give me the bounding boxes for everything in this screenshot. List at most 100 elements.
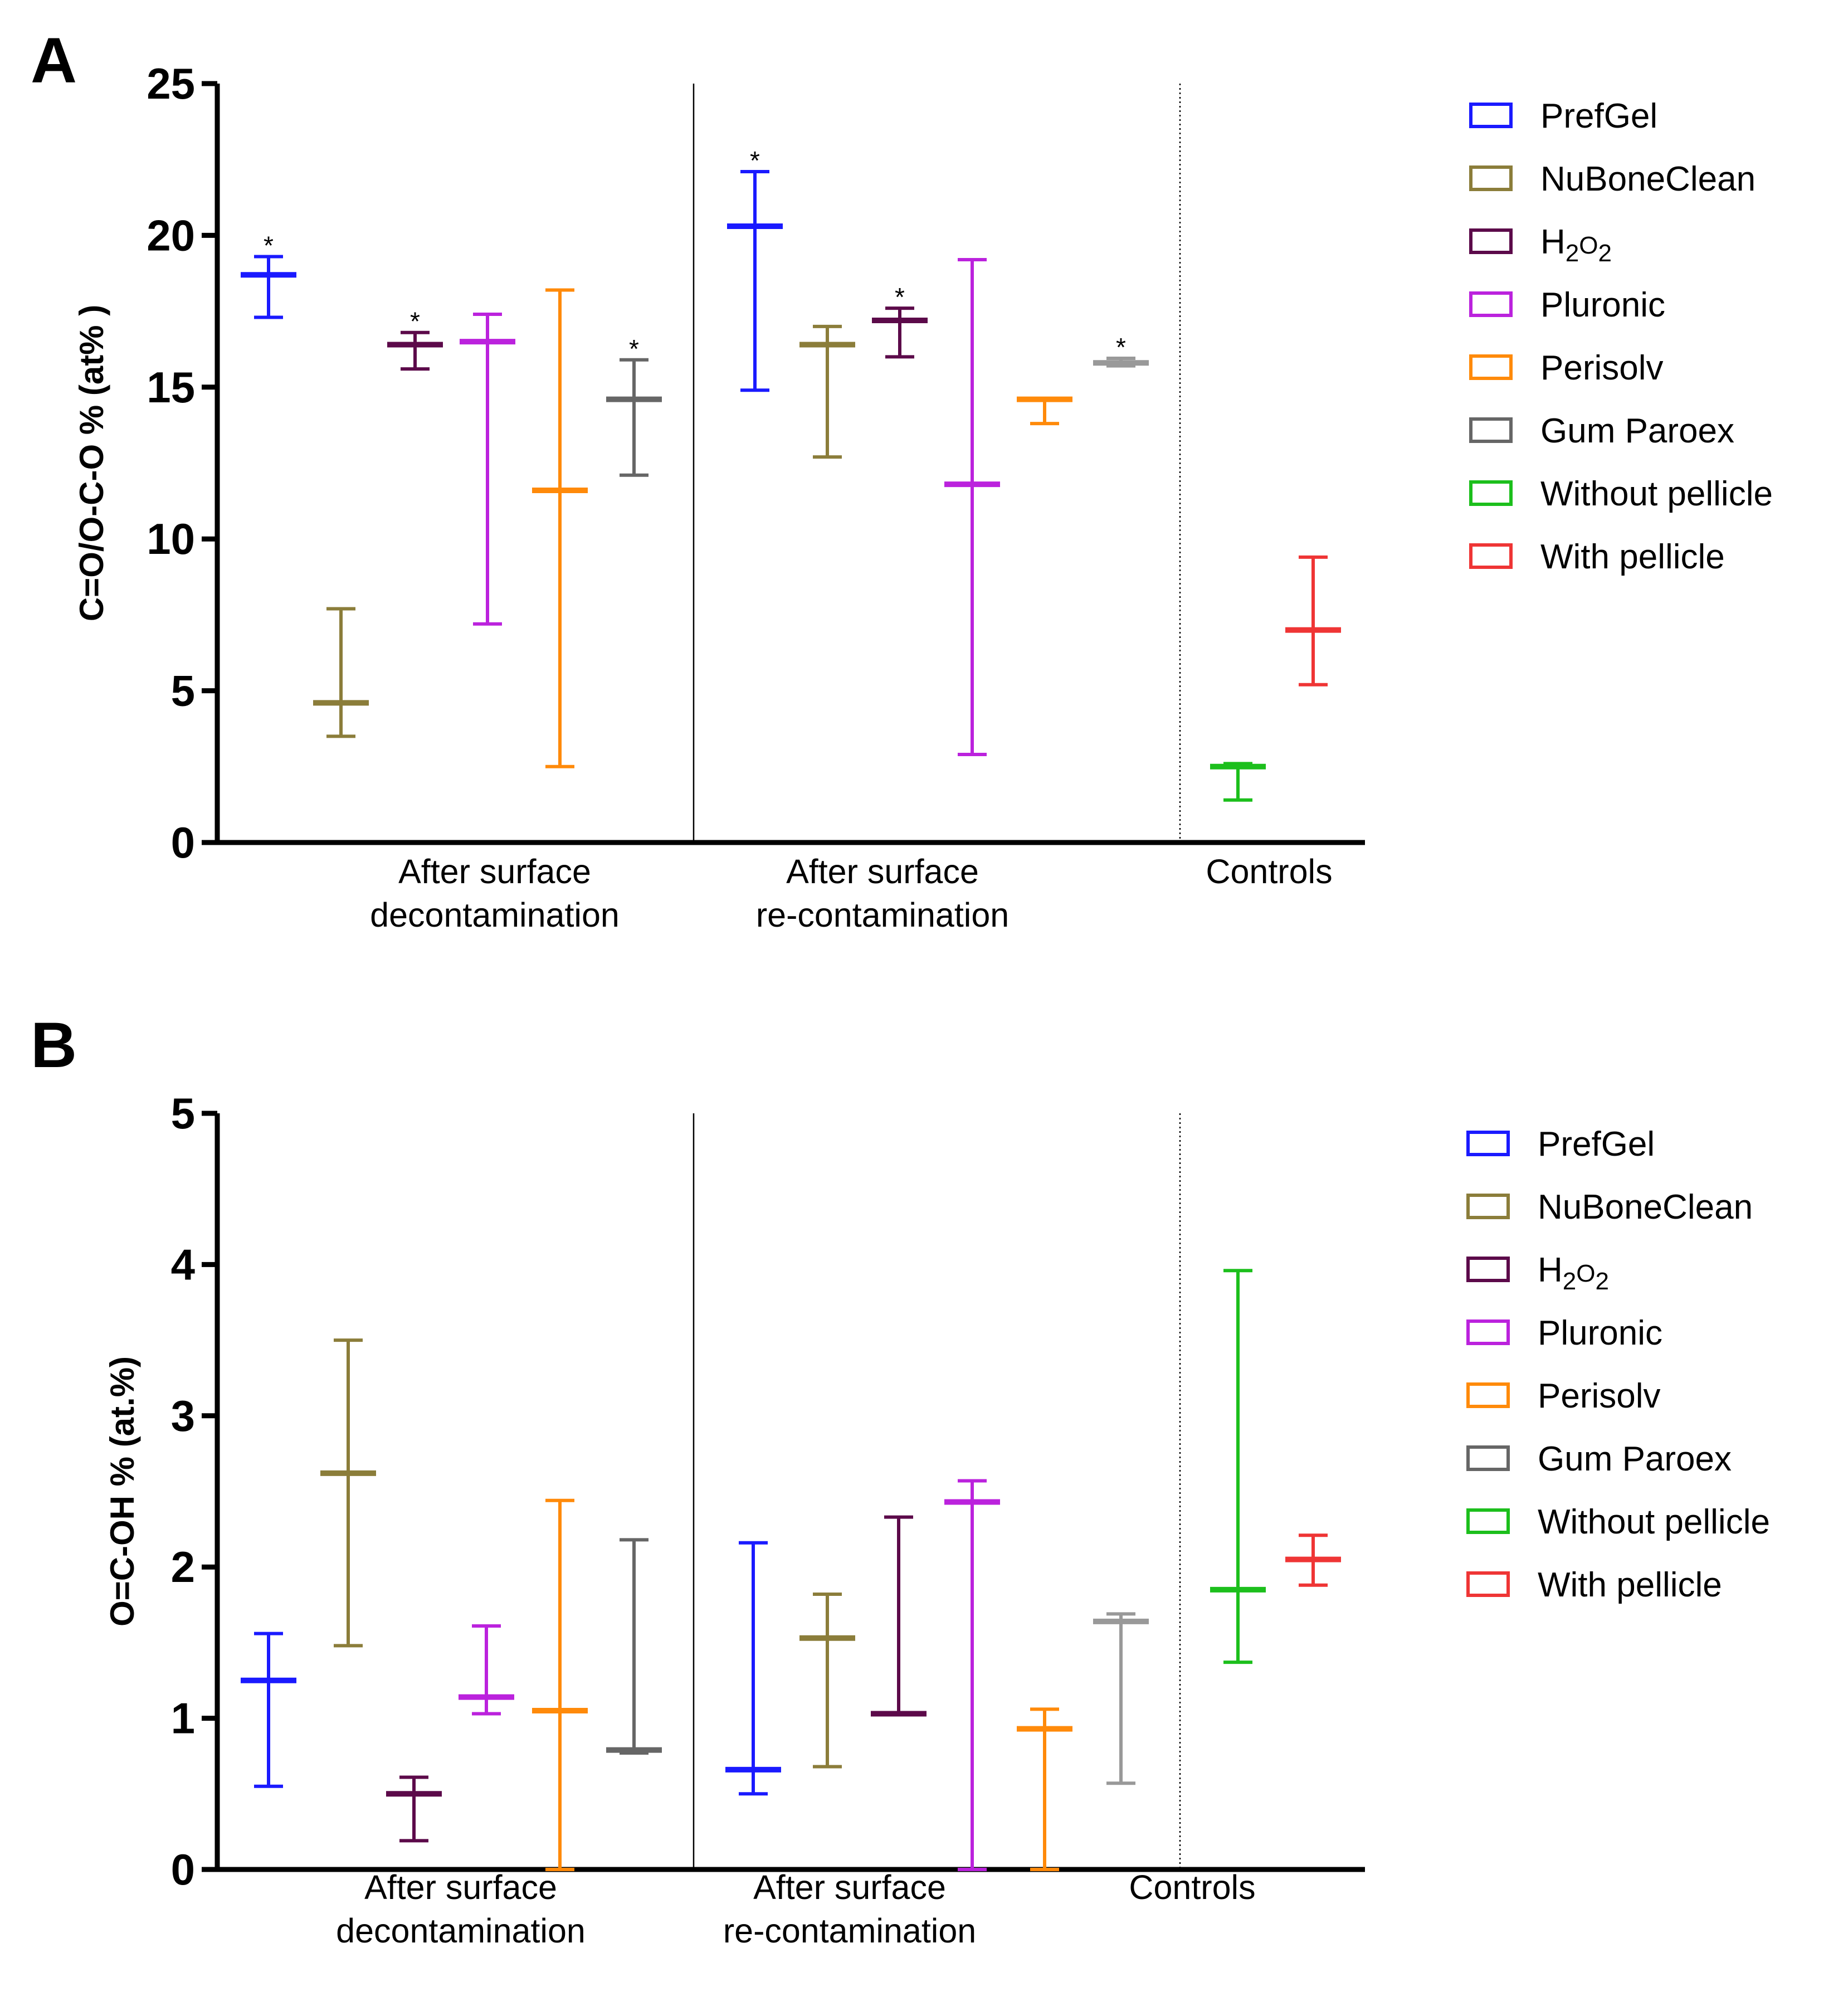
- errorbar-point: [606, 1538, 662, 1755]
- legend-swatch: [1469, 417, 1513, 443]
- significance-star: *: [895, 283, 905, 311]
- legend-swatch: [1469, 291, 1513, 317]
- y-tick-label: 4: [171, 1240, 195, 1289]
- errorbar-point: [532, 1498, 588, 1871]
- y-tick-label: 2: [171, 1542, 195, 1591]
- errorbar-point: [1210, 1269, 1266, 1664]
- errorbar-point: [1285, 1533, 1341, 1587]
- panel-letter: A: [31, 25, 77, 96]
- y-tick-label: 25: [147, 59, 195, 108]
- legend-item: Pluronic: [1469, 286, 1665, 324]
- group-label: Controls: [1206, 853, 1332, 890]
- legend-swatch: [1466, 1508, 1510, 1534]
- errorbar-point: [532, 288, 588, 768]
- group-label: After surface: [753, 1868, 946, 1906]
- legend-item: Without pellicle: [1469, 475, 1773, 513]
- errorbar-point: [871, 1515, 927, 1717]
- errorbar-point: *: [241, 231, 296, 319]
- legend-item: Perisolv: [1469, 349, 1664, 387]
- errorbar-point: [460, 313, 515, 626]
- group-label: Controls: [1129, 1868, 1255, 1906]
- group-label: decontamination: [336, 1912, 586, 1950]
- legend-item: PrefGel: [1469, 97, 1657, 135]
- legend-swatch: [1466, 1571, 1510, 1597]
- y-tick-label: 1: [171, 1694, 195, 1743]
- legend-item: With pellicle: [1469, 538, 1725, 576]
- legend-swatch: [1466, 1445, 1510, 1471]
- errorbar-point: [313, 607, 369, 738]
- legend-swatch: [1469, 165, 1513, 191]
- group-label: decontamination: [370, 896, 620, 934]
- y-tick-label: 3: [171, 1391, 195, 1440]
- panel-A: A 0 5 10 15 20 25 C=O/O-C-O % (at% ) After surfa…: [31, 25, 1773, 934]
- legend-label: NuBoneClean: [1540, 160, 1756, 198]
- legend-label: H2O2: [1540, 223, 1612, 267]
- errorbar-point: [241, 1632, 296, 1788]
- panel-B: B 0 1 2 3 4 5 O=C-OH % (at.%) After surface decon…: [31, 1010, 1770, 1950]
- legend-label: Perisolv: [1540, 349, 1664, 387]
- legend-item: H2O2: [1469, 223, 1612, 267]
- legend-item: Pluronic: [1466, 1314, 1662, 1352]
- y-tick-label: 10: [147, 514, 195, 563]
- legend-label: Without pellicle: [1538, 1503, 1770, 1541]
- legend-label: With pellicle: [1540, 538, 1725, 576]
- significance-star: *: [264, 231, 274, 260]
- legend-label: H2O2: [1538, 1251, 1609, 1295]
- errorbar-point: [1210, 762, 1266, 802]
- group-label: After surface: [398, 853, 591, 890]
- panel-letter: B: [31, 1010, 77, 1081]
- y-axis-label: C=O/O-C-O % (at% ): [73, 305, 110, 621]
- errorbar-point: [725, 1541, 781, 1796]
- legend-label: PrefGel: [1540, 97, 1657, 135]
- errorbar-point: [1285, 555, 1341, 686]
- group-label: After surface: [786, 853, 979, 890]
- errorbar-point: *: [1093, 333, 1149, 368]
- legend-label: Without pellicle: [1540, 475, 1773, 513]
- legend-swatch: [1469, 543, 1513, 569]
- legend-label: PrefGel: [1538, 1125, 1655, 1163]
- errorbar-point: [320, 1338, 376, 1648]
- legend-swatch: [1469, 480, 1513, 506]
- errorbar-point: [459, 1624, 514, 1716]
- errorbar-point: [1093, 1612, 1149, 1785]
- legend-item: Perisolv: [1466, 1377, 1661, 1415]
- legend-swatch: [1466, 1194, 1510, 1219]
- legend-item: H2O2: [1466, 1251, 1609, 1295]
- errorbar-point: *: [727, 146, 783, 392]
- errorbar-point: [799, 1593, 855, 1769]
- legend-swatch: [1466, 1382, 1510, 1408]
- errorbar-point: [1017, 396, 1072, 426]
- legend-item: With pellicle: [1466, 1566, 1722, 1604]
- legend-label: Pluronic: [1540, 286, 1665, 324]
- significance-star: *: [629, 334, 639, 363]
- group-label: After surface: [364, 1868, 557, 1906]
- y-tick-label: 0: [171, 818, 195, 867]
- significance-star: *: [410, 307, 420, 336]
- group-label: re-contamination: [756, 896, 1009, 934]
- legend-swatch: [1466, 1319, 1510, 1345]
- errorbar-point: *: [387, 307, 443, 371]
- significance-star: *: [1116, 333, 1126, 362]
- legend-swatch: [1469, 354, 1513, 380]
- legend-item: NuBoneClean: [1469, 160, 1756, 198]
- y-tick-label: 20: [147, 211, 195, 260]
- legend-swatch: [1469, 228, 1513, 254]
- legend-label: Gum Paroex: [1538, 1440, 1732, 1478]
- legend-swatch: [1466, 1131, 1510, 1156]
- errorbar-point: [1017, 1707, 1072, 1871]
- errorbar-point: *: [872, 283, 928, 359]
- legend-label: NuBoneClean: [1538, 1188, 1753, 1226]
- y-tick-label: 15: [147, 363, 195, 412]
- group-label: re-contamination: [723, 1912, 976, 1950]
- significance-star: *: [750, 146, 760, 175]
- y-axis-label: O=C-OH % (at.%): [104, 1356, 141, 1627]
- legend-label: Gum Paroex: [1540, 412, 1734, 450]
- legend-item: PrefGel: [1466, 1125, 1655, 1163]
- legend-swatch: [1469, 103, 1513, 128]
- legend-label: Perisolv: [1538, 1377, 1661, 1415]
- y-tick-label: 0: [171, 1845, 195, 1894]
- y-tick-label: 5: [171, 666, 195, 715]
- errorbar-point: [944, 257, 1000, 757]
- legend-item: Gum Paroex: [1469, 412, 1734, 450]
